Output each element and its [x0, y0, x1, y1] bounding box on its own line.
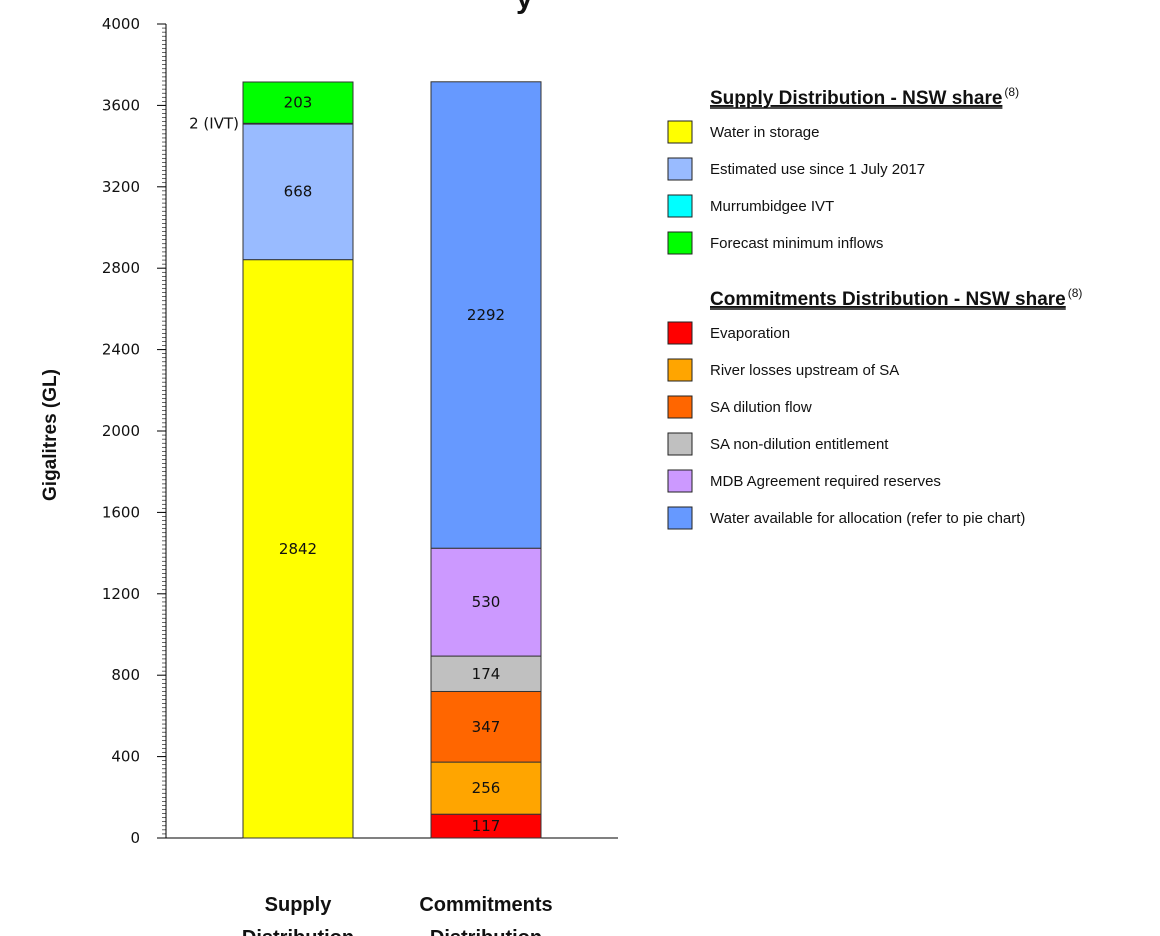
legend-item-label: River losses upstream of SA: [710, 362, 899, 379]
bar-value-label: 203: [284, 94, 313, 112]
bar-value-label: 174: [472, 665, 501, 683]
bar-value-label: 668: [284, 183, 313, 201]
legend-item-label: SA non-dilution entitlement: [710, 436, 889, 453]
legend-item-label: SA dilution flow: [710, 399, 812, 416]
y-tick-label: 0: [130, 829, 140, 847]
legend-item-label: Murrumbidgee IVT: [710, 198, 834, 215]
bar-segment: [242, 81, 354, 124]
bar-value-label: 117: [472, 817, 501, 835]
legend-group-title: Commitments Distribution - NSW share: [710, 289, 1066, 310]
bar-value-label: 347: [472, 718, 501, 736]
x-category-label: Commitments: [419, 894, 552, 916]
legend-swatch: [667, 469, 693, 493]
y-tick-label: 800: [111, 666, 140, 684]
bar-segment: [242, 123, 354, 261]
legend-swatch: [667, 358, 693, 382]
y-tick-label: 2000: [102, 422, 140, 440]
bar-value-label: 2842: [279, 540, 317, 558]
legend-item-label: Estimated use since 1 July 2017: [710, 161, 925, 178]
y-tick-label: 4000: [102, 15, 140, 33]
y-tick-label: 3200: [102, 178, 140, 196]
y-tick-label: 2800: [102, 259, 140, 277]
bar-segment: [430, 761, 542, 815]
legend-swatch: [667, 432, 693, 456]
legend-swatch: [667, 231, 693, 255]
bar-segment: [430, 81, 542, 549]
bar-segment: [430, 690, 542, 763]
y-tick-label: 1200: [102, 585, 140, 603]
bar-segment: [430, 655, 542, 692]
legend-item-label: Forecast minimum inflows: [710, 235, 883, 252]
x-category-label: Supply: [265, 894, 333, 916]
plot-area: 0 400 800 1200 1600 2000 2400 2800 3200 3600 4000 2…: [102, 15, 618, 936]
x-category-label: Distribution: [430, 927, 542, 936]
bar-value-label: 2292: [467, 306, 505, 324]
legend-item-label: MDB Agreement required reserves: [710, 473, 941, 490]
legend-title-note: (8): [1004, 85, 1019, 99]
y-tick-label: 2400: [102, 341, 140, 359]
bar-segment: [430, 547, 542, 657]
legend-item-label: Evaporation: [710, 325, 790, 342]
legend-swatch: [667, 157, 693, 181]
legend: Supply Distribution - NSW share (8)Water …: [667, 85, 1083, 530]
legend-swatch: [667, 321, 693, 345]
y-axis-label: Gigalitres (GL): [40, 369, 61, 501]
legend-swatch: [667, 395, 693, 419]
y-tick-label: 3600: [102, 96, 140, 114]
bar-value-label: 256: [472, 779, 501, 797]
bar-segment: [242, 259, 354, 839]
legend-title-note: (8): [1068, 286, 1083, 300]
legend-swatch: [667, 506, 693, 530]
ivt-annotation: 2 (IVT): [189, 115, 239, 133]
chart-title-fragment: y: [516, 0, 533, 15]
y-tick-label: 1600: [102, 503, 140, 521]
bar-value-label: 530: [472, 593, 501, 611]
x-category-label: Distribution: [242, 927, 354, 936]
y-tick-label: 400: [111, 748, 140, 766]
legend-group-title: Supply Distribution - NSW share: [710, 88, 1002, 109]
legend-item-label: Water in storage: [710, 124, 820, 141]
legend-item-label: Water available for allocation (refer to…: [710, 510, 1025, 527]
legend-swatch: [667, 120, 693, 144]
legend-swatch: [667, 194, 693, 218]
